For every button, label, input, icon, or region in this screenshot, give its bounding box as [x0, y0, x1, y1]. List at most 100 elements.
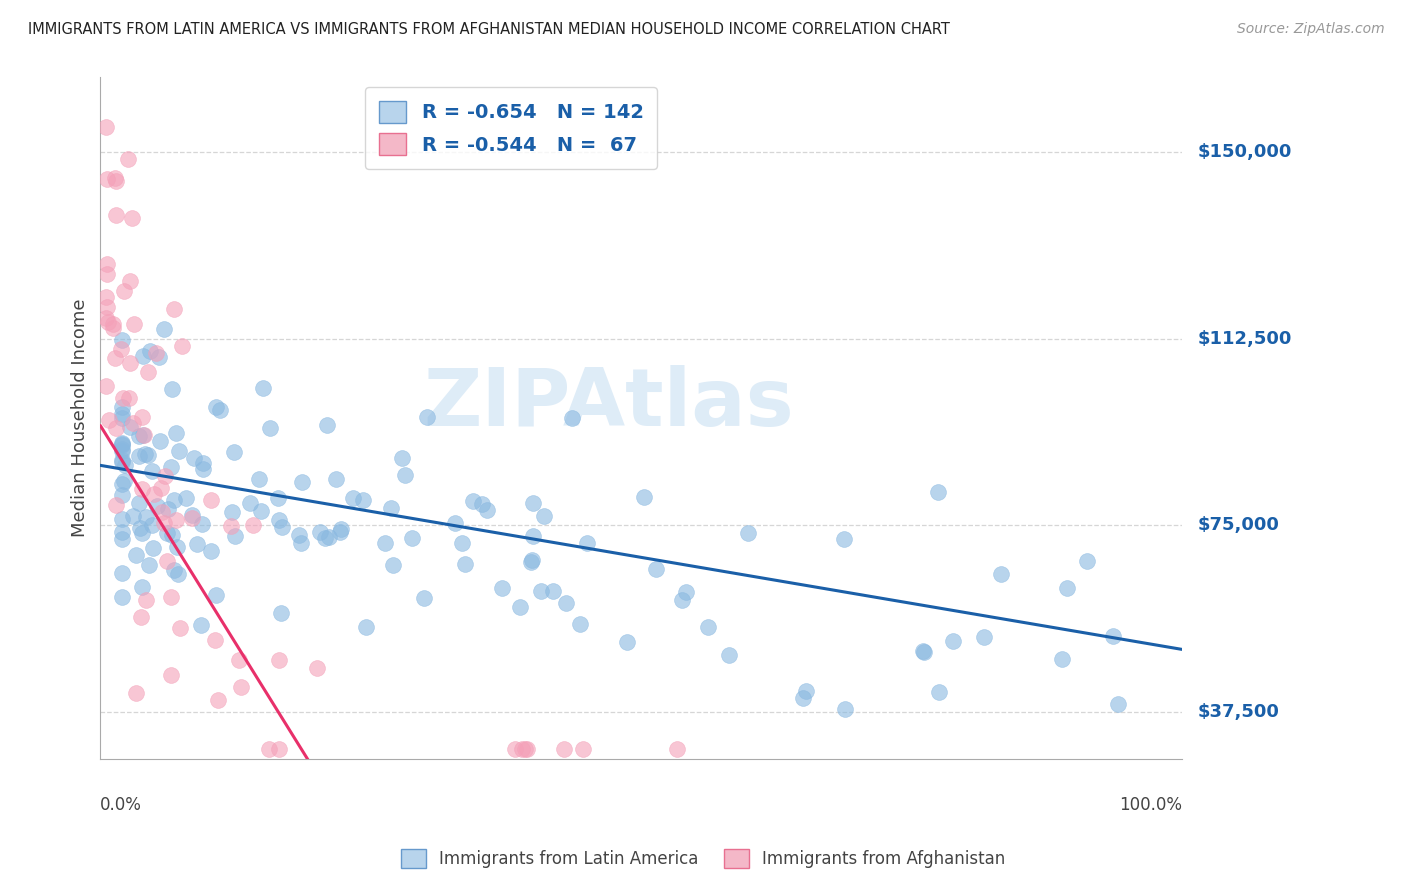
Point: [111, 566, 134, 581]
Point: [1107, 697, 1129, 711]
Point: [247, 472, 270, 486]
Point: [112, 285, 135, 299]
Point: [553, 742, 575, 756]
Text: $37,500: $37,500: [1198, 703, 1279, 721]
Point: [200, 493, 222, 508]
Point: [259, 421, 281, 435]
Point: [111, 455, 134, 469]
Point: [145, 345, 167, 359]
Point: [794, 684, 817, 698]
Point: [207, 693, 229, 707]
Point: [160, 382, 183, 396]
Point: [131, 409, 153, 424]
Point: [111, 333, 134, 347]
Text: IMMIGRANTS FROM LATIN AMERICA VS IMMIGRANTS FROM AFGHANISTAN MEDIAN HOUSEHOLD IN: IMMIGRANTS FROM LATIN AMERICA VS IMMIGRA…: [28, 22, 950, 37]
Point: [530, 583, 553, 598]
Point: [149, 481, 172, 495]
Point: [305, 661, 328, 675]
Point: [912, 645, 935, 659]
Point: [616, 635, 638, 649]
Point: [181, 508, 204, 522]
Point: [156, 525, 179, 540]
Point: [104, 421, 127, 435]
Point: [111, 437, 134, 451]
Point: [128, 449, 150, 463]
Point: [125, 686, 148, 700]
Text: Source: ZipAtlas.com: Source: ZipAtlas.com: [1237, 22, 1385, 37]
Point: [509, 600, 531, 615]
Point: [104, 171, 127, 186]
Point: [138, 449, 160, 463]
Point: [380, 500, 402, 515]
Point: [204, 589, 226, 603]
Point: [329, 522, 352, 536]
Point: [352, 492, 374, 507]
Point: [150, 504, 173, 518]
Point: [239, 496, 262, 510]
Text: $112,500: $112,500: [1198, 329, 1292, 348]
Point: [269, 652, 291, 666]
Point: [139, 343, 162, 358]
Point: [342, 491, 364, 505]
Point: [533, 508, 555, 523]
Point: [471, 497, 494, 511]
Point: [269, 742, 291, 756]
Point: [167, 444, 190, 458]
Point: [267, 513, 290, 527]
Point: [190, 617, 212, 632]
Point: [110, 342, 132, 356]
Point: [111, 443, 134, 458]
Point: [96, 300, 118, 314]
Point: [180, 511, 202, 525]
Point: [519, 555, 541, 569]
Point: [111, 436, 134, 450]
Point: [568, 616, 591, 631]
Point: [401, 531, 423, 545]
Point: [475, 503, 498, 517]
Point: [136, 365, 159, 379]
Point: [329, 525, 352, 540]
Point: [97, 413, 120, 427]
Point: [718, 648, 741, 663]
Point: [911, 644, 934, 658]
Point: [1056, 581, 1078, 595]
Point: [204, 400, 226, 414]
Point: [146, 499, 169, 513]
Point: [114, 458, 136, 473]
Point: [94, 310, 117, 325]
Point: [665, 742, 688, 756]
Point: [105, 209, 128, 223]
Point: [105, 174, 128, 188]
Point: [94, 379, 117, 393]
Point: [1076, 554, 1098, 568]
Point: [125, 548, 148, 562]
Point: [142, 486, 165, 500]
Point: [381, 558, 404, 572]
Point: [160, 527, 183, 541]
Point: [221, 505, 243, 519]
Point: [103, 318, 125, 332]
Point: [111, 488, 134, 502]
Point: [111, 591, 134, 605]
Point: [120, 274, 142, 288]
Point: [250, 504, 273, 518]
Point: [149, 434, 172, 449]
Point: [142, 541, 165, 555]
Point: [163, 302, 186, 317]
Point: [183, 450, 205, 465]
Point: [505, 742, 527, 756]
Point: [252, 381, 274, 395]
Point: [156, 502, 179, 516]
Point: [148, 350, 170, 364]
Point: [117, 152, 139, 166]
Point: [118, 391, 141, 405]
Point: [128, 429, 150, 443]
Text: 100.0%: 100.0%: [1119, 797, 1182, 814]
Point: [394, 468, 416, 483]
Point: [131, 526, 153, 541]
Point: [454, 558, 477, 572]
Point: [111, 453, 134, 467]
Point: [224, 529, 246, 543]
Point: [491, 581, 513, 595]
Point: [141, 464, 163, 478]
